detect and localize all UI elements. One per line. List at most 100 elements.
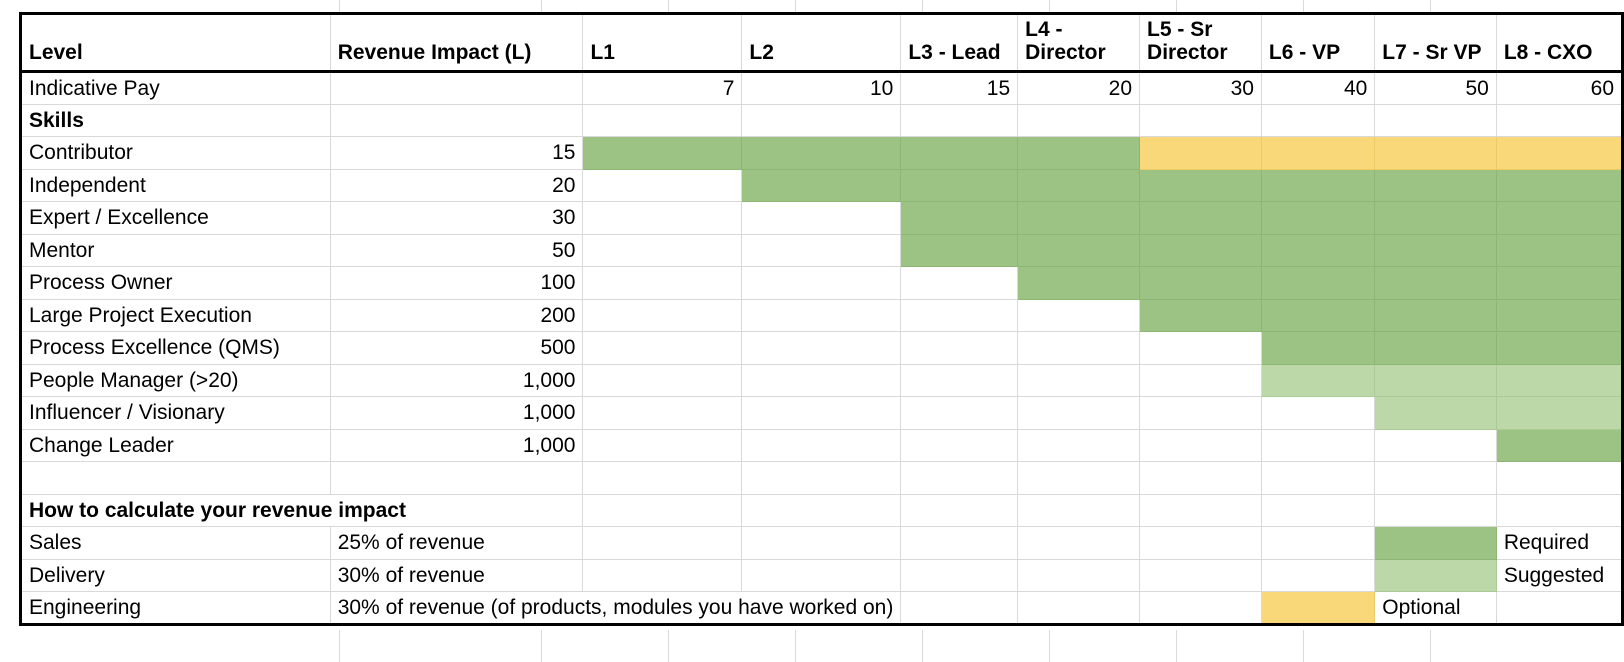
legend-label-suggested[interactable]: Suggested	[1495, 558, 1624, 592]
empty-cell[interactable]	[741, 526, 902, 560]
skill-level-cell-required[interactable]	[1495, 168, 1624, 202]
skill-level-cell-required[interactable]	[1495, 266, 1624, 300]
calc-label[interactable]: Sales	[20, 526, 331, 560]
skill-level-cell-required[interactable]	[900, 201, 1019, 235]
skill-level-cell-none[interactable]	[582, 363, 743, 397]
skill-level-cell-none[interactable]	[1139, 331, 1262, 365]
skill-level-cell-required[interactable]	[1260, 266, 1376, 300]
header-l2[interactable]: L2	[741, 13, 902, 73]
skill-revenue-impact[interactable]: 200	[329, 298, 584, 332]
skill-level-cell-suggested[interactable]	[1374, 396, 1497, 430]
skill-level-cell-required[interactable]	[1139, 298, 1262, 332]
legend-swatch-optional[interactable]	[1260, 591, 1376, 625]
header-l4[interactable]: L4 - Director	[1017, 13, 1141, 73]
empty-cell[interactable]	[1374, 461, 1497, 495]
legend-label-required[interactable]: Required	[1495, 526, 1624, 560]
pay-l1[interactable]: 7	[582, 71, 743, 105]
skill-revenue-impact[interactable]: 100	[329, 266, 584, 300]
skill-level-cell-required[interactable]	[1495, 331, 1624, 365]
skill-level-cell-required[interactable]	[1374, 331, 1497, 365]
skill-level-cell-required[interactable]	[900, 136, 1019, 170]
skill-level-cell-required[interactable]	[1260, 331, 1376, 365]
skills-heading[interactable]: Skills	[20, 103, 331, 137]
skill-level-cell-required[interactable]	[582, 136, 743, 170]
empty-cell[interactable]	[582, 526, 743, 560]
header-l8[interactable]: L8 - CXO	[1495, 13, 1624, 73]
pay-l3[interactable]: 15	[900, 71, 1019, 105]
skill-level-cell-suggested[interactable]	[1495, 363, 1624, 397]
skill-level-cell-none[interactable]	[1139, 363, 1262, 397]
calc-formula[interactable]: 25% of revenue	[329, 526, 584, 560]
skill-level-cell-required[interactable]	[1017, 266, 1141, 300]
skill-level-cell-none[interactable]	[1260, 428, 1376, 462]
empty-cell[interactable]	[1017, 558, 1141, 592]
skill-level-cell-none[interactable]	[582, 266, 743, 300]
skill-level-cell-required[interactable]	[741, 168, 902, 202]
empty-cell[interactable]	[741, 558, 902, 592]
empty-cell[interactable]	[329, 461, 584, 495]
empty-cell[interactable]	[582, 493, 743, 527]
empty-cell[interactable]	[1260, 461, 1376, 495]
skill-label[interactable]: Independent	[20, 168, 331, 202]
pay-l4[interactable]: 20	[1017, 71, 1141, 105]
skill-label[interactable]: People Manager (>20)	[20, 363, 331, 397]
skill-level-cell-optional[interactable]	[1374, 136, 1497, 170]
empty-cell[interactable]	[1017, 493, 1141, 527]
header-l6[interactable]: L6 - VP	[1260, 13, 1376, 73]
empty-cell[interactable]	[1139, 558, 1262, 592]
skill-label[interactable]: Change Leader	[20, 428, 331, 462]
empty-cell[interactable]	[1374, 103, 1497, 137]
pay-l7[interactable]: 50	[1374, 71, 1497, 105]
skill-level-cell-none[interactable]	[1260, 396, 1376, 430]
skill-level-cell-none[interactable]	[900, 428, 1019, 462]
skill-level-cell-required[interactable]	[1017, 201, 1141, 235]
skill-level-cell-none[interactable]	[741, 201, 902, 235]
skill-label[interactable]: Expert / Excellence	[20, 201, 331, 235]
empty-cell[interactable]	[900, 526, 1019, 560]
empty-cell[interactable]	[1260, 103, 1376, 137]
empty-cell[interactable]	[741, 461, 902, 495]
skill-level-cell-required[interactable]	[900, 168, 1019, 202]
skill-label[interactable]: Process Excellence (QMS)	[20, 331, 331, 365]
skill-level-cell-required[interactable]	[1374, 298, 1497, 332]
empty-cell[interactable]	[1495, 103, 1624, 137]
skill-revenue-impact[interactable]: 30	[329, 201, 584, 235]
skill-level-cell-required[interactable]	[1260, 201, 1376, 235]
empty-cell[interactable]	[1260, 558, 1376, 592]
skill-level-cell-none[interactable]	[741, 233, 902, 267]
skill-level-cell-none[interactable]	[582, 201, 743, 235]
skill-level-cell-required[interactable]	[1260, 298, 1376, 332]
skill-level-cell-required[interactable]	[1495, 298, 1624, 332]
calc-heading[interactable]: How to calculate your revenue impact	[19, 493, 584, 527]
legend-swatch-required[interactable]	[1374, 526, 1497, 560]
skill-level-cell-required[interactable]	[900, 233, 1019, 267]
skill-level-cell-required[interactable]	[1260, 168, 1376, 202]
empty-cell[interactable]	[1139, 493, 1262, 527]
skill-label[interactable]: Contributor	[20, 136, 331, 170]
skill-level-cell-none[interactable]	[1139, 396, 1262, 430]
skill-level-cell-none[interactable]	[582, 168, 743, 202]
skill-revenue-impact[interactable]: 15	[329, 136, 584, 170]
empty-cell[interactable]	[582, 558, 743, 592]
skill-level-cell-required[interactable]	[1374, 168, 1497, 202]
empty-cell[interactable]	[582, 461, 743, 495]
skill-revenue-impact[interactable]: 1,000	[329, 428, 584, 462]
empty-cell[interactable]	[20, 461, 331, 495]
empty-cell[interactable]	[900, 461, 1019, 495]
skill-level-cell-none[interactable]	[741, 363, 902, 397]
skill-level-cell-none[interactable]	[1017, 428, 1141, 462]
skill-label[interactable]: Process Owner	[20, 266, 331, 300]
skill-label[interactable]: Influencer / Visionary	[20, 396, 331, 430]
pay-l5[interactable]: 30	[1139, 71, 1262, 105]
skill-revenue-impact[interactable]: 20	[329, 168, 584, 202]
pay-l6[interactable]: 40	[1260, 71, 1376, 105]
skill-level-cell-required[interactable]	[1374, 201, 1497, 235]
skill-level-cell-none[interactable]	[1017, 396, 1141, 430]
header-l5[interactable]: L5 - Sr Director	[1139, 13, 1262, 73]
skill-level-cell-suggested[interactable]	[1260, 363, 1376, 397]
empty-cell[interactable]	[1260, 526, 1376, 560]
skill-level-cell-required[interactable]	[1374, 233, 1497, 267]
empty-cell[interactable]	[1017, 461, 1141, 495]
skill-level-cell-required[interactable]	[1139, 168, 1262, 202]
calc-label[interactable]: Engineering	[20, 591, 331, 625]
